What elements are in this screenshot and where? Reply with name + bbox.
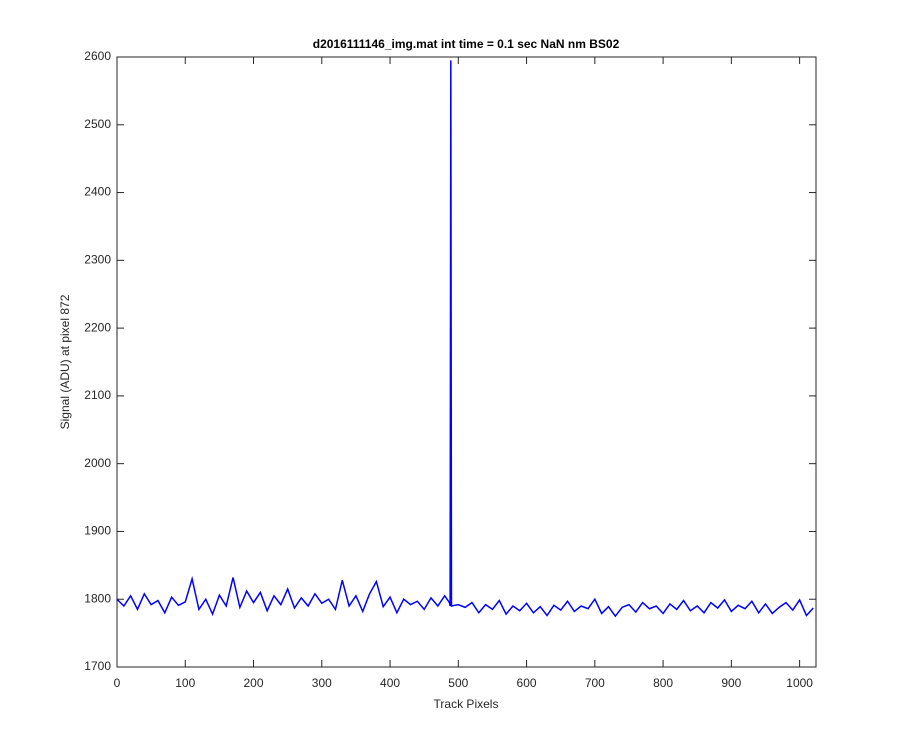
y-tick-label: 2600 bbox=[84, 49, 111, 63]
x-tick-label: 1000 bbox=[786, 676, 813, 690]
x-tick-label: 900 bbox=[721, 676, 741, 690]
y-tick-label: 2100 bbox=[84, 388, 111, 402]
y-tick-label: 2400 bbox=[84, 185, 111, 199]
x-tick-label: 200 bbox=[244, 676, 264, 690]
y-tick-label: 2500 bbox=[84, 117, 111, 131]
data-line bbox=[116, 60, 814, 618]
chart-title: d2016111146_img.mat int time = 0.1 sec N… bbox=[313, 37, 620, 51]
y-axis-label: Signal (ADU) at pixel 872 bbox=[58, 294, 72, 429]
x-tick-label: 400 bbox=[380, 676, 400, 690]
y-tick-label: 2300 bbox=[84, 253, 111, 267]
y-tick-label: 1700 bbox=[84, 659, 111, 673]
x-tick-label: 300 bbox=[312, 676, 332, 690]
x-tick-label: 700 bbox=[585, 676, 605, 690]
x-tick-label: 0 bbox=[114, 676, 121, 690]
x-tick-label: 800 bbox=[653, 676, 673, 690]
y-tick-label: 2000 bbox=[84, 456, 111, 470]
x-tick-label: 600 bbox=[517, 676, 537, 690]
y-tick-label: 2200 bbox=[84, 320, 111, 334]
axes-box bbox=[116, 56, 817, 668]
y-tick-label: 1900 bbox=[84, 524, 111, 538]
x-axis-label: Track Pixels bbox=[434, 697, 499, 711]
x-tick-label: 100 bbox=[175, 676, 195, 690]
y-tick-label: 1800 bbox=[84, 591, 111, 605]
x-tick-label: 500 bbox=[448, 676, 468, 690]
